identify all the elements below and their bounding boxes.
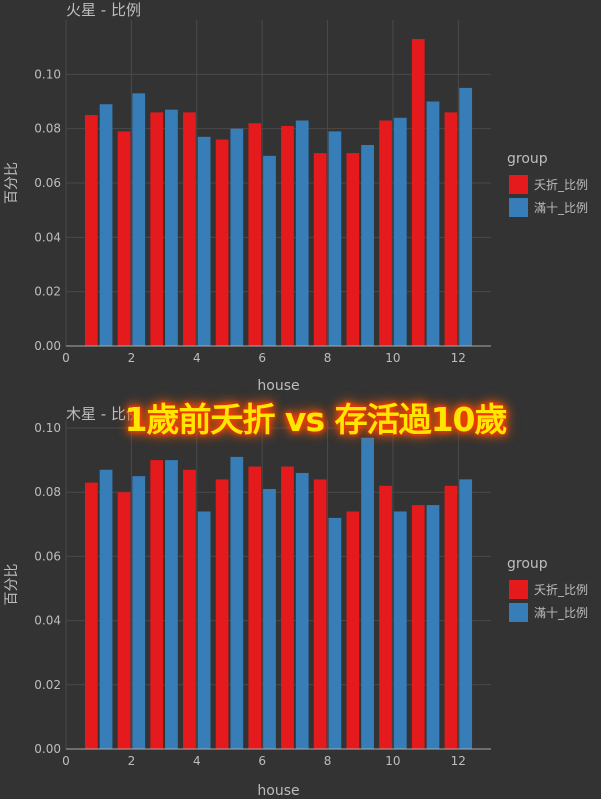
legend-label: 夭折_比例 (534, 582, 588, 597)
chart-title: 火星 - 比例 (66, 1, 141, 19)
legend-label: 滿十_比例 (534, 201, 588, 215)
bar-series1 (117, 492, 131, 749)
legend-swatch (509, 603, 528, 622)
y-tick-label: 0.02 (34, 678, 61, 692)
bar-series2 (230, 456, 244, 749)
bar-series2 (426, 101, 440, 346)
bar-series1 (444, 485, 458, 749)
bar-series2 (263, 489, 276, 749)
y-tick-label: 0.00 (34, 742, 61, 756)
bar-series2 (230, 128, 244, 346)
legend-title: group (507, 151, 548, 167)
x-axis-label: house (257, 783, 299, 799)
bar-series1 (183, 112, 196, 346)
bar-series2 (263, 155, 276, 346)
y-axis-label: 百分比 (4, 564, 20, 606)
y-tick-label: 0.08 (34, 485, 61, 499)
bar-series2 (132, 93, 146, 346)
x-tick-label: 6 (258, 754, 266, 768)
bar-series2 (393, 511, 407, 749)
x-tick-label: 4 (193, 351, 201, 365)
bar-series2 (165, 109, 178, 347)
bar-series2 (197, 136, 211, 346)
x-tick-label: 10 (385, 351, 400, 365)
y-tick-label: 0.10 (34, 421, 61, 435)
bar-series1 (411, 505, 425, 749)
x-tick-label: 4 (193, 754, 201, 768)
x-tick-label: 12 (451, 351, 466, 365)
legend-label: 滿十_比例 (534, 606, 588, 620)
chart-2: 0.00 0.02 0.04 0.06 0.08 0.10 0 2 4 6 8 10 12 木星 - 比例… (4, 405, 588, 799)
y-tick-label: 0.06 (34, 549, 61, 563)
y-tick-label: 0.08 (34, 122, 61, 136)
bar-series2 (459, 87, 473, 347)
legend-swatch (509, 198, 528, 217)
chart-title: 木星 - 比例 (66, 405, 141, 423)
bar-series2 (99, 469, 113, 749)
x-tick-label: 8 (324, 754, 332, 768)
bar-series2 (426, 505, 440, 749)
y-tick-label: 0.00 (34, 339, 61, 353)
bar-series1 (183, 469, 196, 749)
chart-1: 0.00 0.02 0.04 0.06 0.08 0.10 0 2 4 6 8 10 12 火星 - 比例… (4, 1, 588, 394)
bar-series2 (361, 437, 374, 749)
bar-series2 (328, 517, 342, 749)
x-tick-label: 2 (128, 754, 136, 768)
y-axis-label: 百分比 (4, 162, 20, 204)
bar-series1 (313, 479, 327, 749)
x-tick-label: 0 (62, 351, 70, 365)
bar-series2 (165, 460, 178, 749)
bar-series1 (313, 153, 327, 346)
y-tick-label: 0.02 (34, 285, 61, 299)
legend-title: group (507, 556, 548, 572)
bar-series2 (328, 131, 342, 346)
bar-series1 (84, 482, 98, 749)
bar-series2 (393, 117, 407, 346)
bar-series1 (248, 123, 262, 346)
legend-swatch (509, 580, 528, 599)
bar-series1 (215, 139, 229, 346)
x-tick-label: 8 (324, 351, 332, 365)
bar-series2 (132, 476, 146, 749)
bar-series1 (444, 112, 458, 346)
legend-label: 夭折_比例 (534, 177, 588, 192)
bar-series2 (459, 479, 473, 749)
bar-series2 (295, 472, 309, 749)
bar-series1 (84, 115, 98, 346)
bar-series1 (150, 460, 164, 749)
y-tick-label: 0.10 (34, 67, 61, 81)
x-tick-label: 6 (258, 351, 266, 365)
legend-swatch (509, 175, 528, 194)
y-tick-label: 0.04 (34, 614, 61, 628)
bar-series1 (346, 153, 360, 346)
bar-series1 (281, 125, 294, 346)
bar-series1 (150, 112, 164, 346)
bar-series1 (248, 466, 262, 749)
bar-series1 (117, 131, 131, 346)
x-axis-label: house (257, 378, 299, 394)
bar-series1 (346, 511, 360, 749)
bar-series2 (295, 120, 309, 347)
bar-series1 (281, 466, 294, 749)
bar-series1 (411, 39, 425, 347)
y-tick-label: 0.06 (34, 176, 61, 190)
x-tick-label: 10 (385, 754, 400, 768)
bar-series2 (197, 511, 211, 749)
bar-series2 (361, 144, 374, 346)
bar-series1 (379, 120, 392, 347)
overlay-title: 1歲前夭折 vs 存活過10歲 (124, 400, 507, 439)
x-tick-label: 2 (128, 351, 136, 365)
bar-series1 (379, 485, 392, 749)
bar-series1 (215, 479, 229, 749)
y-tick-label: 0.04 (34, 230, 61, 244)
bar-series2 (99, 104, 113, 346)
x-tick-label: 12 (451, 754, 466, 768)
x-tick-label: 0 (62, 754, 70, 768)
